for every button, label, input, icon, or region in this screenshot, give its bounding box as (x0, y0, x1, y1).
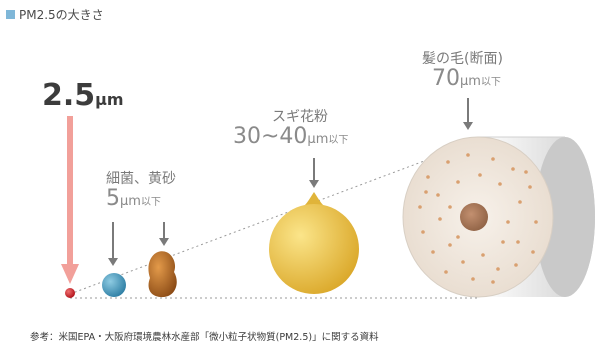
hair-cell-dot (436, 193, 440, 197)
bacteria-sand-size: 5μm以下 (106, 186, 161, 211)
bacteria-arrow-head (108, 258, 118, 266)
title-text: PM2.5の大きさ (19, 7, 104, 22)
pollen-value: 30~40 (233, 124, 308, 149)
hair-cell-dot (446, 160, 450, 164)
hair-cell-dot (518, 200, 522, 204)
pollen-label: スギ花粉 (272, 109, 328, 125)
hair-cell-dot (421, 230, 425, 234)
hair-cell-dot (478, 173, 482, 177)
chart-title: PM2.5の大きさ (6, 6, 104, 22)
hair-cell-dot (531, 250, 535, 254)
bacteria-particle (102, 273, 126, 297)
hair-cell-dot (506, 220, 510, 224)
hair-cell-dot (471, 277, 475, 281)
hair-core (460, 203, 488, 231)
hair-cell-dot (528, 185, 532, 189)
sand-arrow-head (159, 238, 169, 246)
title-marker-square (6, 9, 15, 19)
bacteria-sand-suffix: 以下 (140, 197, 161, 208)
hair-size: 70μm以下 (432, 66, 501, 91)
pollen-particle (269, 204, 359, 294)
hair-cell-dot (461, 260, 465, 264)
source-footnote: 参考：米国EPA・大阪府環境農林水産部「微小粒子状物質(PM2.5)」に関する資… (30, 332, 379, 343)
pollen-unit: μm (307, 132, 329, 147)
hair-cell-dot (438, 217, 442, 221)
pm25-arrow-head (61, 264, 79, 284)
hair-cell-dot (491, 280, 495, 284)
hair-value: 70 (432, 66, 460, 91)
hair-cell-dot (424, 190, 428, 194)
hair-cell-dot (514, 263, 518, 267)
hair-cell-dot (511, 167, 515, 171)
hair-cell-dot (448, 243, 452, 247)
pollen-size: 30~40μm以下 (233, 124, 348, 149)
hair-suffix: 以下 (480, 77, 501, 88)
pollen-arrow-head (309, 180, 319, 188)
yellow-sand-particle (148, 251, 177, 298)
pollen-suffix: 以下 (328, 135, 349, 146)
pm25-particle (65, 288, 75, 298)
hair-arrow-head (463, 122, 473, 130)
hair-cell-dot (426, 175, 430, 179)
hair-cell-dot (481, 253, 485, 257)
bacteria-sand-value: 5 (106, 186, 120, 211)
pm25-arrow-shaft (67, 116, 73, 264)
hair-cell-dot (456, 235, 460, 239)
hair-cross-section (402, 136, 595, 298)
hair-cell-dot (498, 182, 502, 186)
bacteria-sand-label: 細菌、黄砂 (106, 171, 176, 187)
hair-cell-dot (431, 250, 435, 254)
hair-cell-dot (448, 205, 452, 209)
hair-unit: μm (460, 74, 481, 89)
hair-cell-dot (491, 157, 495, 161)
pm25-value: 2.5 (42, 78, 96, 113)
hair-cell-dot (456, 180, 460, 184)
hair-cell-dot (496, 267, 500, 271)
hair-cell-dot (501, 240, 505, 244)
hair-cell-dot (534, 220, 538, 224)
pm25-unit: μm (95, 90, 124, 109)
hair-cell-dot (418, 205, 422, 209)
hair-cell-dot (516, 240, 520, 244)
pollen-tip (304, 192, 324, 206)
hair-cell-dots (418, 153, 538, 284)
hair-label: 髪の毛(断面) (422, 51, 503, 67)
hair-cell-dot (524, 170, 528, 174)
pm25-size-label: 2.5μm (42, 78, 124, 113)
hair-cell-dot (466, 153, 470, 157)
bacteria-sand-unit: μm (120, 194, 141, 209)
hair-cell-dot (444, 270, 448, 274)
